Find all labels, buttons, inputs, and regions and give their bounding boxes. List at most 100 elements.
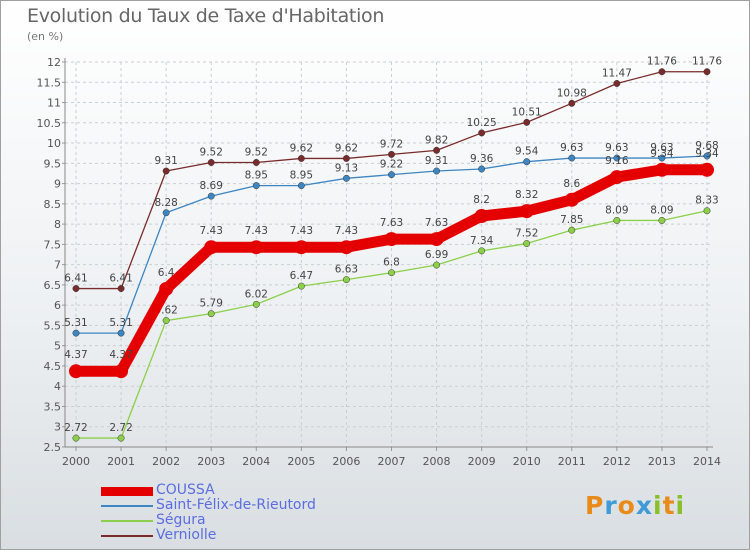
x-tick-label: 2002 [152, 455, 180, 468]
x-tick-label: 2003 [197, 455, 225, 468]
data-point [523, 118, 531, 126]
data-label: 9.63 [560, 142, 583, 154]
chart-subtitle: (en %) [27, 30, 64, 43]
data-label: 6.02 [245, 288, 268, 300]
y-tick-label: 11.5 [37, 76, 62, 89]
x-tick-label: 2011 [558, 455, 586, 468]
data-point [114, 364, 129, 379]
x-tick-label: 2009 [468, 455, 496, 468]
data-point [474, 209, 489, 223]
legend-swatch [101, 505, 153, 507]
data-label: 9.31 [154, 155, 177, 167]
data-point [69, 364, 83, 379]
data-label: 9.22 [380, 159, 403, 171]
y-tick-label: 6 [54, 299, 61, 312]
data-point [342, 174, 350, 182]
data-label: 8.6 [563, 178, 580, 190]
data-label: 8.95 [245, 170, 268, 182]
y-tick-label: 7 [54, 259, 61, 272]
data-label: 7.43 [245, 225, 268, 237]
data-label: 8.09 [650, 204, 673, 216]
data-point [297, 182, 305, 190]
data-label: 7.63 [425, 217, 448, 229]
x-tick-label: 2014 [693, 455, 721, 468]
data-label: 9.63 [605, 142, 628, 154]
x-tick-label: 2013 [648, 455, 676, 468]
data-label: 6.4 [158, 267, 175, 279]
data-label: 4.37 [64, 349, 87, 361]
y-tick-label: 10 [47, 137, 61, 150]
data-point [384, 232, 399, 247]
data-label: 9.34 [695, 148, 719, 160]
y-tick-label: 10.5 [37, 117, 62, 130]
data-label: 8.69 [200, 180, 223, 192]
y-tick-label: 8 [54, 218, 61, 231]
data-point [162, 317, 170, 325]
data-point [117, 329, 125, 337]
data-point [700, 162, 714, 177]
data-point [162, 167, 170, 175]
data-label: 2.72 [64, 422, 87, 434]
data-label: 6.99 [425, 249, 448, 261]
data-point [564, 192, 579, 207]
x-tick-label: 2005 [287, 455, 315, 468]
legend-label: Ségura [156, 512, 206, 528]
y-tick-label: 3.5 [44, 400, 62, 413]
data-point [658, 154, 666, 162]
logo-letter: o [617, 491, 636, 520]
proxiti-logo: Proxiti [585, 491, 685, 520]
data-label: 6.63 [335, 264, 358, 276]
data-point [613, 217, 621, 224]
data-label: 4.37 [109, 349, 132, 361]
data-point [703, 207, 711, 215]
data-label: 9.13 [335, 162, 358, 174]
data-label: 9.36 [470, 153, 494, 165]
logo-letter: i [653, 491, 663, 520]
data-label: 7.52 [515, 228, 538, 240]
data-label: 9.63 [650, 142, 673, 154]
data-point [72, 285, 80, 292]
data-point [654, 162, 669, 177]
data-point [478, 129, 486, 137]
legend-swatch [101, 520, 153, 522]
x-tick-label: 2000 [62, 455, 90, 468]
legend-swatch [101, 535, 153, 537]
data-point [388, 150, 395, 158]
data-point [388, 171, 395, 179]
data-point [252, 159, 260, 166]
data-point [207, 310, 215, 318]
data-point [478, 165, 486, 173]
data-label: 8.09 [605, 204, 628, 216]
data-label: 10.51 [512, 106, 542, 118]
legend-label: COUSSA [156, 482, 215, 498]
y-tick-label: 5 [54, 340, 61, 353]
data-label: 9.16 [605, 155, 629, 167]
data-point [613, 80, 621, 87]
data-label: 9.82 [425, 134, 448, 146]
data-label: 7.43 [200, 225, 223, 237]
data-label: 6.8 [383, 257, 400, 269]
data-point [429, 232, 444, 247]
data-point [568, 154, 576, 162]
data-label: 7.43 [335, 225, 358, 237]
legend-label: Verniolle [156, 527, 217, 543]
data-label: 6.41 [109, 273, 132, 285]
data-point [342, 276, 350, 284]
data-point [478, 247, 486, 255]
x-tick-label: 2007 [378, 455, 406, 468]
logo-letter: r [604, 491, 618, 520]
data-label: 9.52 [200, 147, 223, 159]
data-point [613, 154, 621, 162]
data-label: 9.62 [290, 142, 313, 154]
y-tick-label: 11 [47, 97, 61, 110]
data-point [297, 282, 305, 290]
data-label: 9.72 [380, 138, 403, 150]
data-label: 11.76 [692, 56, 722, 68]
data-point [658, 68, 666, 76]
data-point [703, 152, 711, 160]
data-point [117, 285, 125, 292]
data-label: 11.76 [647, 56, 677, 68]
logo-letter: P [585, 491, 605, 520]
